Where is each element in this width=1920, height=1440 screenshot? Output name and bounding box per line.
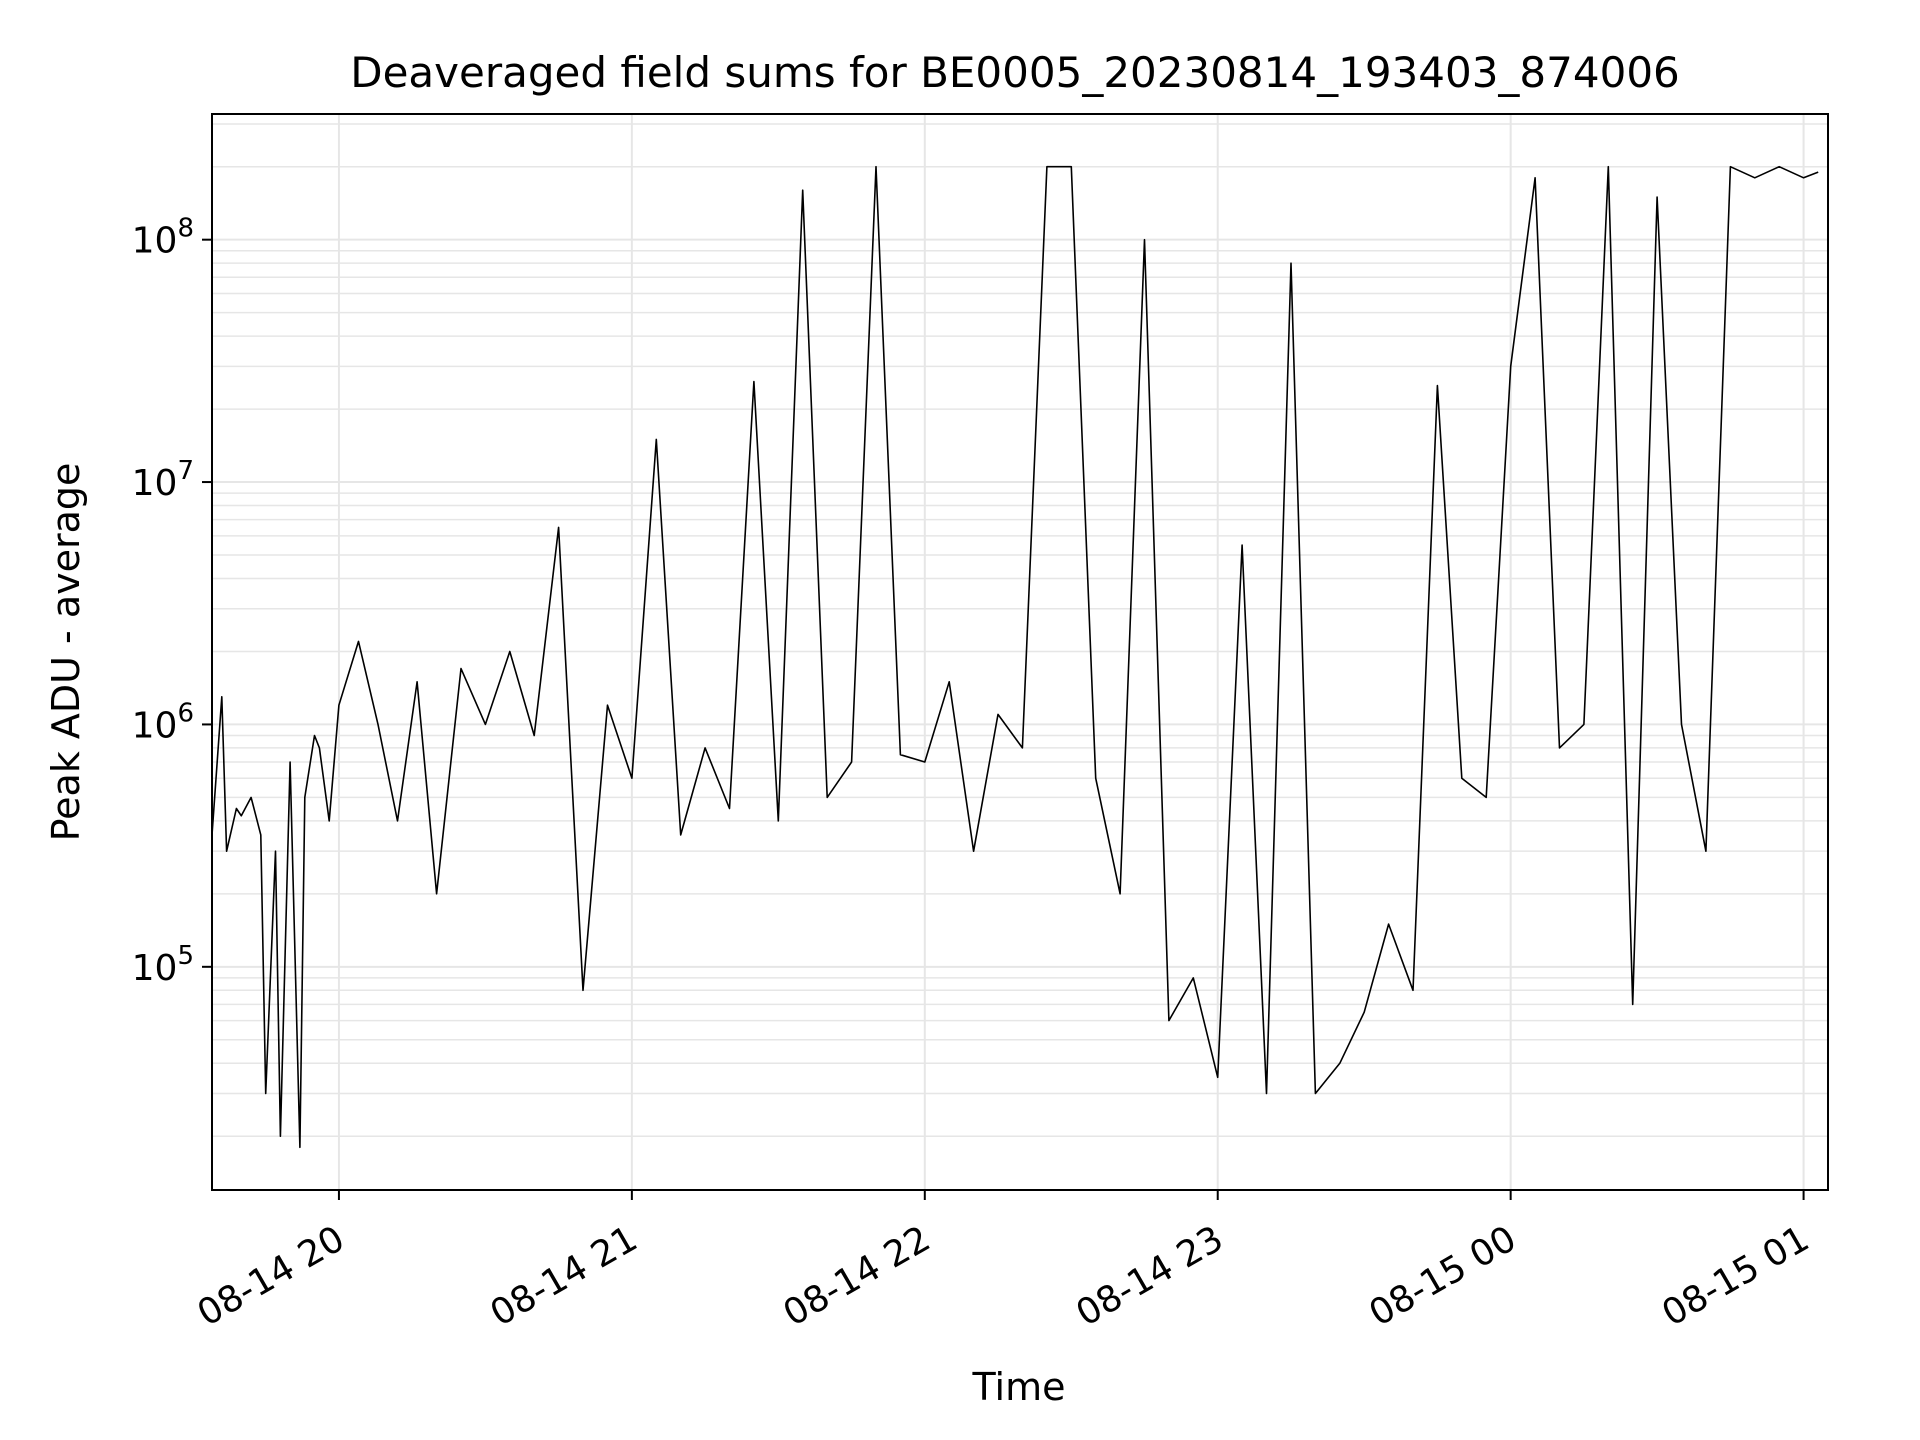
series-line (211, 165, 1819, 1149)
x-tick-label: 08-15 00 (1362, 1218, 1523, 1334)
x-tick-label: 08-15 01 (1655, 1218, 1816, 1334)
x-axis: 08-14 20 08-14 21 08-14 22 08-14 23 08-15 00… (191, 1190, 1816, 1335)
x-tick-label: 08-14 20 (191, 1218, 352, 1334)
y-tick-label: 107 (132, 456, 194, 504)
x-tick-label: 08-14 23 (1070, 1218, 1231, 1334)
y-axis-label: Peak ADU - average (44, 463, 88, 842)
plot-area-frame (211, 113, 1829, 1191)
y-axis: 105 106 107 108 (132, 214, 212, 989)
x-tick-label: 08-14 22 (777, 1218, 938, 1334)
x-axis-label: Time (972, 1365, 1066, 1409)
series-layer (211, 165, 1819, 1149)
y-tick-label: 105 (132, 941, 194, 989)
chart-title: Deaveraged field sums for BE0005_2023081… (350, 48, 1680, 97)
chart-grid (212, 114, 1828, 1190)
x-tick-label: 08-14 21 (484, 1218, 645, 1334)
y-tick-label: 108 (132, 214, 194, 262)
y-tick-label: 106 (132, 698, 194, 746)
